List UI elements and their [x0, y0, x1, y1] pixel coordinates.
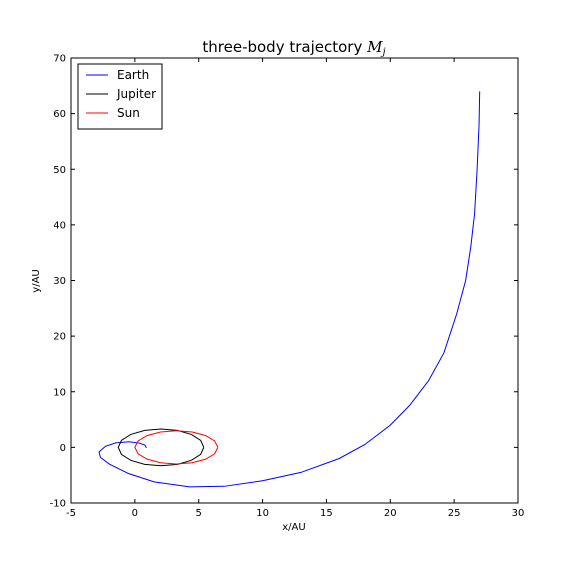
y-tick-label: 60 [53, 109, 66, 120]
x-axis-label: x/AU [282, 522, 305, 533]
y-tick-label: 20 [53, 332, 66, 343]
y-tick-label: 70 [53, 54, 66, 65]
y-tick-label: 10 [53, 387, 66, 398]
title-subscript: j [380, 47, 385, 58]
x-tick-label: 15 [320, 508, 333, 519]
title-math: M [366, 38, 383, 56]
legend-text: Jupiter [116, 87, 156, 101]
y-tick-label: 30 [53, 276, 66, 287]
x-tick-label: 20 [384, 508, 397, 519]
chart-title: three-body trajectory Mj [202, 38, 385, 58]
title-text: three-body trajectory [202, 38, 362, 56]
x-tick-label: 30 [512, 508, 525, 519]
series-line [134, 430, 219, 465]
x-tick-label: 10 [256, 508, 269, 519]
x-tick-label: -5 [66, 508, 76, 519]
x-tick-label: 25 [448, 508, 461, 519]
y-tick-label: 40 [53, 220, 66, 231]
series-line [98, 91, 481, 488]
y-tick-label: -10 [50, 499, 66, 510]
legend-text: Earth [117, 68, 149, 82]
x-tick-label: 5 [196, 508, 202, 519]
legend-box [77, 63, 163, 130]
plot-frame [70, 57, 519, 504]
legend-text: Sun [117, 106, 140, 120]
series-line [117, 428, 205, 467]
y-axis-label: y/AU [31, 269, 42, 292]
y-tick-label: 0 [60, 443, 66, 454]
x-tick-label: 0 [132, 508, 138, 519]
y-tick-label: 50 [53, 165, 66, 176]
